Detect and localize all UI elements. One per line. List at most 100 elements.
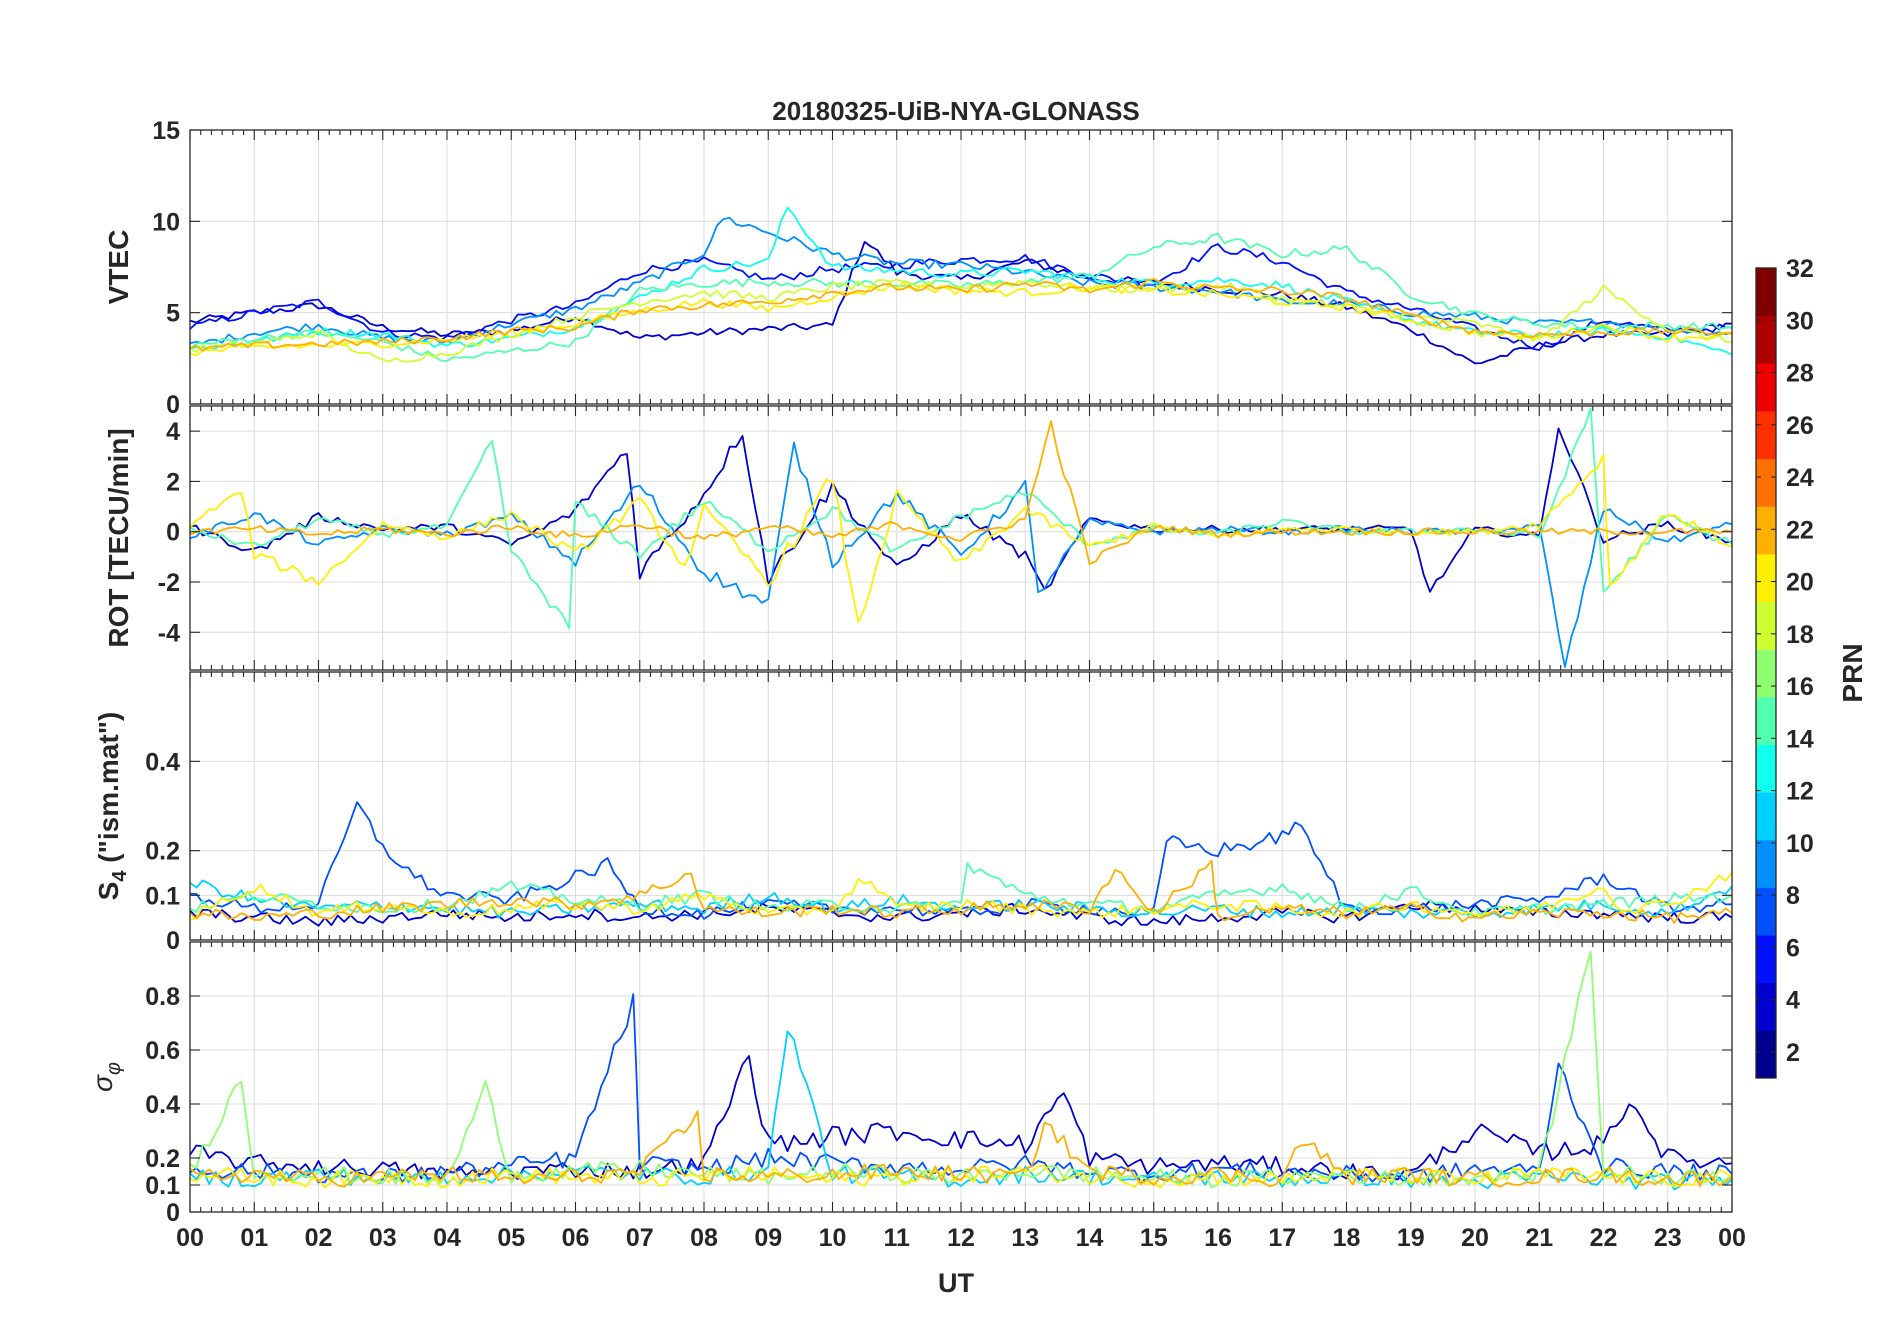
series-prn-11	[190, 1030, 1732, 1191]
colorbar-frame	[1755, 267, 1777, 1079]
series-group	[190, 951, 1732, 1191]
x-tick-label: 01	[240, 1224, 268, 1252]
x-tick-label: 00	[176, 1224, 204, 1252]
panel-2: -4 -2 0 2 4 ROT [TECU/min]	[103, 405, 1733, 671]
colorbar-segment	[1756, 458, 1776, 507]
y-axis-label-rest: ("ism.mat")	[93, 712, 124, 871]
series-prn-18	[190, 278, 1732, 363]
x-tick-label: 10	[819, 1224, 847, 1252]
series-prn-2	[190, 1055, 1732, 1181]
series-prn-23	[190, 1110, 1732, 1188]
y-tick-label: 5	[166, 300, 180, 328]
y-axis-label: σφ	[87, 1062, 125, 1092]
y-tick-label: 15	[152, 117, 180, 145]
colorbar-segment	[1756, 649, 1776, 698]
colorbar-tick-label: 30	[1786, 307, 1814, 335]
x-tick-label: 02	[305, 1224, 333, 1252]
x-tick-label: 09	[754, 1224, 782, 1252]
series-prn-5	[190, 243, 1732, 352]
colorbar-segment	[1756, 410, 1776, 460]
y-tick-label: 0.4	[145, 1091, 180, 1119]
colorbar-segment	[1756, 696, 1776, 745]
x-tick-label: 03	[369, 1224, 397, 1252]
colorbar-tick-label: 28	[1786, 360, 1814, 388]
colorbar-segment	[1756, 553, 1776, 603]
colorbar-tick-label: 8	[1786, 882, 1800, 910]
colorbar-tick-label: 24	[1786, 464, 1814, 492]
y-tick-label: 0	[166, 1199, 180, 1227]
colorbar-segment	[1756, 363, 1776, 412]
x-tick-label: 06	[562, 1224, 590, 1252]
y-tick-label: 0	[166, 927, 180, 955]
y-tick-label: 0.6	[145, 1037, 180, 1065]
colorbar-segment	[1756, 744, 1776, 793]
colorbar-segment	[1756, 982, 1776, 1031]
colorbar-tick-label: 22	[1786, 516, 1814, 544]
series-prn-20	[190, 453, 1732, 623]
y-axis-label: VTEC	[103, 230, 134, 305]
y-tick-label: 0.4	[145, 748, 180, 776]
x-tick-label: 18	[1333, 1224, 1361, 1252]
y-tick-label: 0	[166, 391, 180, 419]
series-group	[190, 407, 1732, 668]
colorbar-tick-label: 10	[1786, 830, 1814, 858]
colorbar-segment	[1756, 506, 1776, 555]
series-prn-23	[190, 420, 1732, 565]
x-tick-label: 11	[884, 1224, 911, 1252]
panel-4: 00.10.2 0.4 0.6 0.8 σφ 00 01 02 03 04 05 06 07 08 09 10…	[87, 941, 1746, 1252]
colorbar-tick-label: 32	[1786, 255, 1814, 283]
y-axis-label-main: S	[93, 882, 124, 901]
colorbar-tick-label: 26	[1786, 412, 1814, 440]
colorbar-tick-label: 6	[1786, 934, 1800, 962]
panel-3: 0 0.1 0.2 0.4 S4 ("ism.mat")	[93, 671, 1733, 955]
colorbar-segment	[1756, 268, 1776, 317]
x-tick-label: 22	[1590, 1224, 1618, 1252]
chart-title: 20180325-UiB-NYA-GLONASS	[772, 96, 1140, 126]
x-tick-label: 15	[1140, 1224, 1168, 1252]
y-axis-label: ROT [TECU/min]	[103, 428, 134, 647]
series-prn-15	[190, 407, 1732, 630]
y-tick-label: 4	[166, 418, 180, 446]
colorbar-tick-label: 16	[1786, 673, 1814, 701]
y-tick-label: 0.2	[145, 1145, 180, 1173]
colorbar-tick-label: 2	[1786, 1039, 1800, 1067]
series-prn-23	[190, 278, 1732, 352]
series-prn-23	[190, 859, 1732, 924]
x-tick-label: 07	[626, 1224, 654, 1252]
y-tick-label: 10	[152, 208, 180, 236]
colorbar-tick-label: 18	[1786, 621, 1814, 649]
series-group	[190, 206, 1732, 365]
y-tick-label: 0.2	[145, 838, 180, 866]
colorbar-segment	[1756, 887, 1776, 936]
x-tick-label: 14	[1076, 1224, 1104, 1252]
colorbar-segment	[1756, 601, 1776, 650]
x-tick-label: 13	[1011, 1224, 1039, 1252]
colorbar-tick-label: 12	[1786, 778, 1814, 806]
panel-1: 0 5 10 15 VTEC	[103, 117, 1733, 419]
series-prn-20	[190, 872, 1732, 921]
y-tick-label: 0.1	[145, 882, 180, 910]
y-tick-label: 0	[166, 519, 180, 547]
colorbar-tick-label: 14	[1786, 725, 1814, 753]
y-axis-label: S4 ("ism.mat")	[93, 712, 131, 901]
x-tick-label: 16	[1204, 1224, 1232, 1252]
y-tick-label: 0.8	[145, 983, 180, 1011]
x-tick-label: 08	[690, 1224, 718, 1252]
series-group	[190, 801, 1732, 927]
y-axis-label-main: σ	[87, 1074, 118, 1092]
colorbar-tick-label: 20	[1786, 569, 1814, 597]
y-axis-label-sub: φ	[103, 1062, 125, 1075]
colorbar-segment	[1756, 1030, 1776, 1079]
colorbar-label: PRN	[1837, 643, 1868, 702]
colorbar-segment	[1756, 315, 1776, 364]
y-axis-label-sub: 4	[109, 870, 131, 882]
x-axis-label: UT	[938, 1268, 974, 1298]
colorbar-segment	[1756, 839, 1776, 888]
x-tick-label: 12	[947, 1224, 975, 1252]
colorbar-segment	[1756, 792, 1776, 841]
colorbar-tick-label: 4	[1786, 987, 1800, 1015]
x-tick-label: 04	[433, 1224, 461, 1252]
x-tick-label: 21	[1525, 1224, 1553, 1252]
